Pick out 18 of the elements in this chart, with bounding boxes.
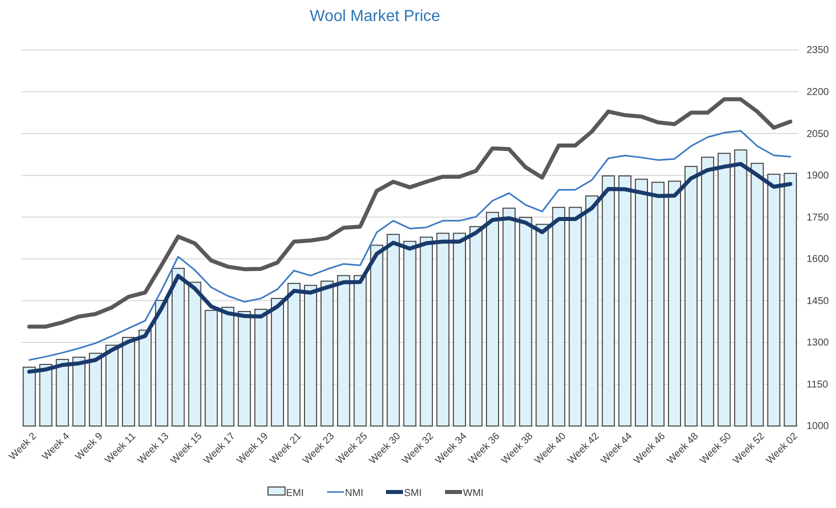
y-tick-label: 1300 <box>806 338 830 349</box>
line-series <box>28 130 792 361</box>
y-tick-label: 1450 <box>806 296 830 307</box>
legend-label: EMI <box>286 488 304 499</box>
y-tick-label: 1000 <box>806 421 830 432</box>
legend-label: SMI <box>404 488 422 499</box>
y-tick-label: 1150 <box>806 379 829 390</box>
y-tick-label: 1900 <box>806 170 830 182</box>
y-tick-label: 2050 <box>806 128 830 140</box>
y-tick-label: 2200 <box>806 86 830 98</box>
legend-label: NMI <box>345 488 364 499</box>
line-series <box>27 97 792 329</box>
chart-title: Wool Market Price <box>310 8 440 25</box>
legend-label: WMI <box>463 488 484 499</box>
line-series <box>27 162 792 374</box>
y-tick-label: 2350 <box>806 45 830 56</box>
y-tick-label: 1600 <box>806 254 830 266</box>
y-tick-label: 1750 <box>806 212 830 224</box>
